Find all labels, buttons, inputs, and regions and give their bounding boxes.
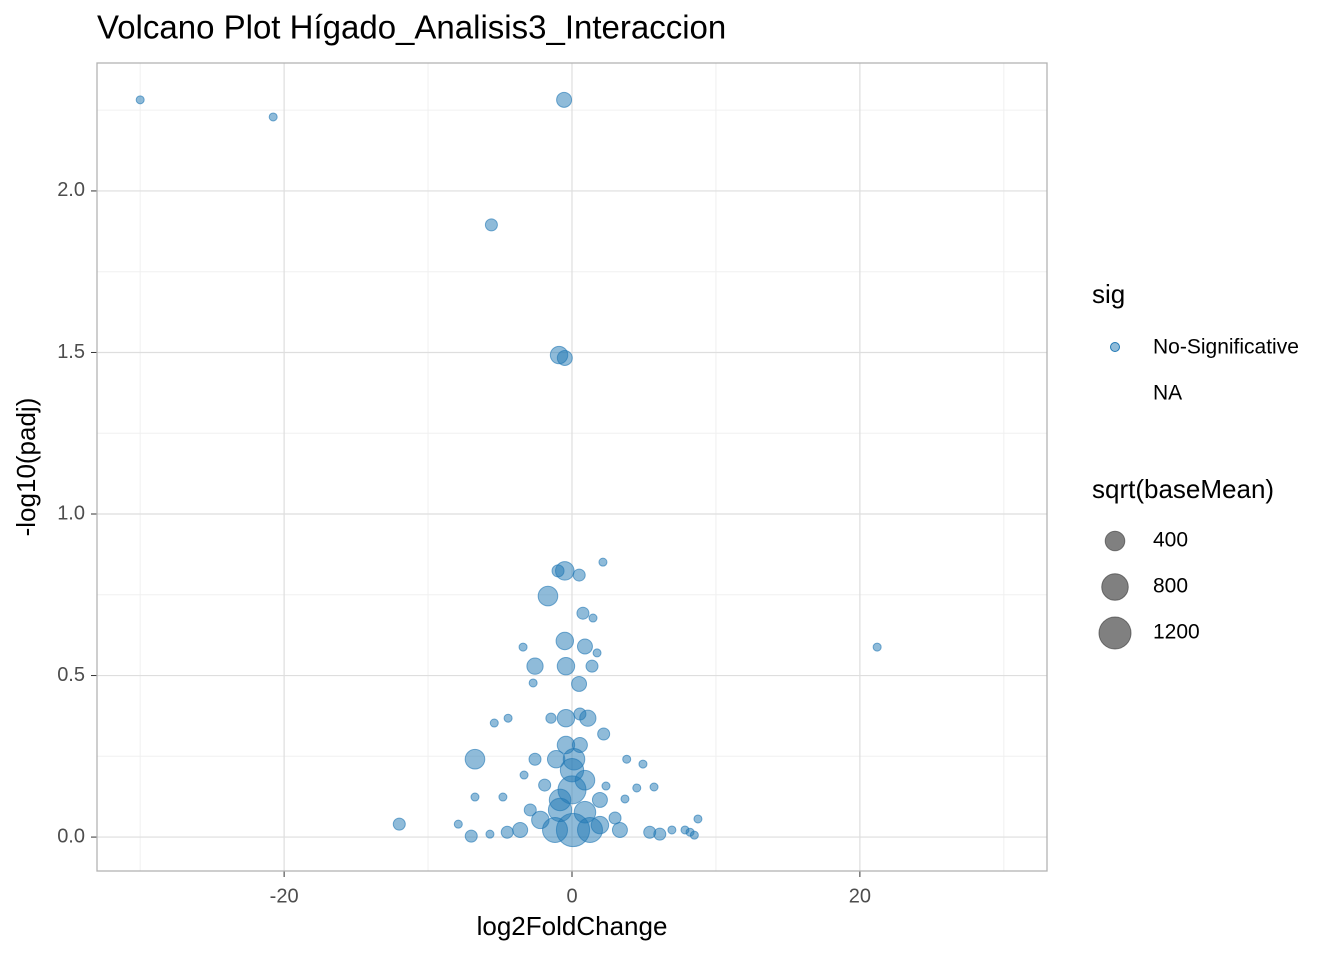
y-tick-label: 2.0 <box>57 179 85 201</box>
point <box>464 829 478 843</box>
point <box>556 708 576 728</box>
x-tick-label: 20 <box>849 885 871 907</box>
x-axis-title: log2FoldChange <box>477 911 668 941</box>
point <box>512 821 529 838</box>
point <box>470 792 480 802</box>
point <box>689 830 699 840</box>
point <box>528 678 538 688</box>
point <box>268 112 278 122</box>
point <box>667 825 677 835</box>
x-tick-label: 0 <box>566 885 577 907</box>
point <box>585 659 599 673</box>
point <box>588 613 598 623</box>
y-axis-title: -log10(padj) <box>11 398 41 537</box>
size-legend-key <box>1101 573 1129 601</box>
point <box>484 218 498 232</box>
point <box>598 557 608 567</box>
size-legend-key <box>1104 530 1126 552</box>
size-legend-label: 800 <box>1153 575 1188 598</box>
y-tick-label: 1.5 <box>57 341 85 363</box>
point <box>693 814 703 824</box>
point <box>556 91 573 108</box>
point <box>592 648 602 658</box>
point <box>579 709 597 727</box>
point <box>577 816 603 843</box>
point <box>453 819 463 829</box>
size-legend-title: sqrt(baseMean) <box>1092 474 1274 504</box>
size-legend-label: 1200 <box>1153 621 1200 644</box>
point <box>597 727 611 741</box>
size-legend-label: 400 <box>1153 529 1188 552</box>
legend-label: NA <box>1153 382 1182 405</box>
point <box>542 816 569 843</box>
y-tick-label: 0.5 <box>57 664 85 686</box>
point <box>489 718 499 728</box>
point <box>537 585 559 607</box>
point <box>555 631 575 651</box>
point <box>632 783 642 793</box>
point <box>620 794 630 804</box>
size-legend-key <box>1098 616 1132 650</box>
point <box>556 349 573 366</box>
point <box>528 752 542 766</box>
point <box>555 561 575 581</box>
point <box>523 803 537 817</box>
point <box>576 638 593 655</box>
point <box>392 817 406 831</box>
point <box>500 825 514 839</box>
point <box>622 754 632 764</box>
point <box>503 713 513 723</box>
point <box>464 748 486 770</box>
plot-border <box>96 62 1048 872</box>
point <box>653 827 667 841</box>
y-tick-label: 0.0 <box>57 825 85 847</box>
point <box>611 821 628 838</box>
point <box>680 825 690 835</box>
chart-title: Volcano Plot Hígado_Analisis3_Interaccio… <box>97 9 726 46</box>
point <box>872 642 882 652</box>
point <box>572 568 586 582</box>
point <box>571 737 588 753</box>
x-tick-label: -20 <box>270 885 299 907</box>
point <box>638 759 648 769</box>
legend-key <box>1110 342 1120 352</box>
point <box>485 829 495 839</box>
point <box>559 758 585 783</box>
legend-label: No-Significative <box>1153 336 1299 359</box>
legend-title: sig <box>1092 279 1125 309</box>
point <box>518 642 528 652</box>
point <box>649 782 659 792</box>
point <box>601 781 611 791</box>
point <box>571 675 588 692</box>
point <box>519 770 529 780</box>
point <box>498 792 508 802</box>
point <box>608 811 622 825</box>
y-tick-label: 1.0 <box>57 502 85 524</box>
point <box>538 778 552 792</box>
point <box>591 791 608 808</box>
point <box>545 712 557 724</box>
point <box>576 606 590 620</box>
point <box>556 656 576 676</box>
point <box>526 657 544 675</box>
point <box>135 95 145 105</box>
